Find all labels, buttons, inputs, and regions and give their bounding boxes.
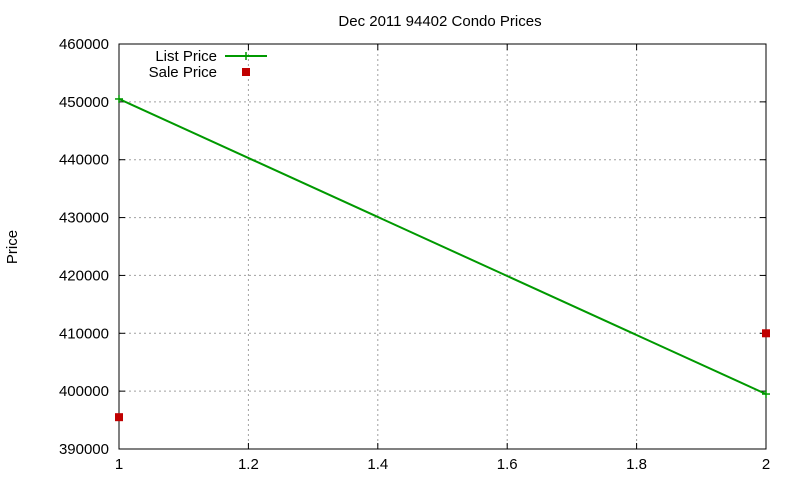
- list-price-line: [118, 98, 767, 395]
- x-tick-label: 1.8: [626, 456, 647, 473]
- y-tick-label: 450000: [59, 94, 109, 111]
- y-tick-label: 390000: [59, 441, 109, 458]
- axis-ticks: 1 1.2 1.4 1.6 1.8 2 390000 400000 410000 420000 43…: [59, 36, 770, 473]
- x-tick-label: 1: [115, 456, 123, 473]
- x-tick-label: 2: [762, 456, 770, 473]
- y-tick-label: 430000: [59, 210, 109, 227]
- y-tick-label: 410000: [59, 325, 109, 342]
- y-tick-label: 420000: [59, 267, 109, 284]
- y-tick-label: 460000: [59, 36, 109, 53]
- sale-price-point: [762, 329, 770, 338]
- sale-price-point: [115, 413, 123, 422]
- series: [115, 94, 770, 422]
- plot-frame: [118, 43, 767, 450]
- legend-swatch-marker: [242, 68, 250, 76]
- y-axis-label: Price: [4, 230, 21, 264]
- y-tick-label: 440000: [59, 152, 109, 169]
- chart-title: Dec 2011 94402 Condo Prices: [338, 13, 541, 30]
- legend-label: List Price: [155, 48, 217, 65]
- x-tick-label: 1.6: [497, 456, 518, 473]
- legend-label: Sale Price: [149, 64, 217, 81]
- x-tick-label: 1.2: [238, 456, 259, 473]
- y-tick-label: 400000: [59, 383, 109, 400]
- x-tick-label: 1.4: [367, 456, 388, 473]
